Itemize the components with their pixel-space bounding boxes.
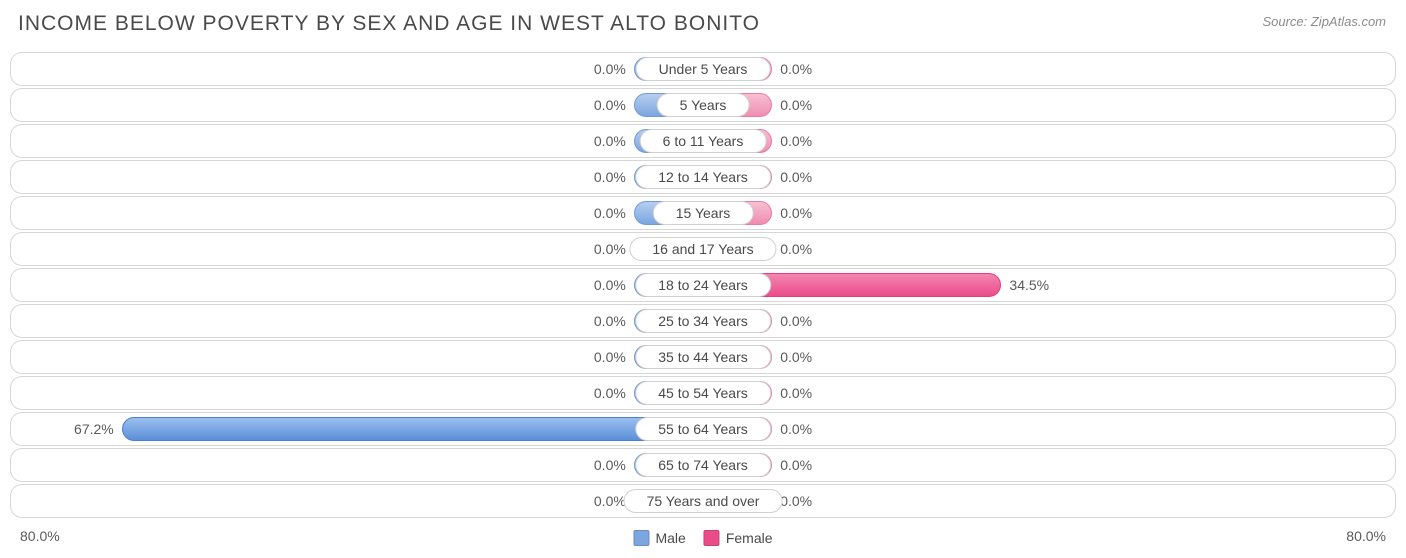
male-bar: [122, 417, 703, 441]
male-value-label: 0.0%: [594, 349, 626, 365]
male-value-label: 0.0%: [594, 205, 626, 221]
category-label: 16 and 17 Years: [629, 237, 776, 261]
chart-row: 0.0% 0.0% 65 to 74 Years: [10, 448, 1396, 482]
legend-label-female: Female: [726, 530, 773, 546]
chart-row: 0.0% 0.0% Under 5 Years: [10, 52, 1396, 86]
category-label: 12 to 14 Years: [635, 165, 771, 189]
female-value-label: 34.5%: [1009, 277, 1049, 293]
male-value-label: 0.0%: [594, 61, 626, 77]
chart-row: 0.0% 34.5% 18 to 24 Years: [10, 268, 1396, 302]
female-value-label: 0.0%: [780, 97, 812, 113]
legend-item-male: Male: [633, 530, 685, 546]
chart-row: 0.0% 0.0%16 and 17 Years: [10, 232, 1396, 266]
source-attribution: Source: ZipAtlas.com: [1262, 14, 1386, 29]
female-value-label: 0.0%: [780, 133, 812, 149]
female-value-label: 0.0%: [780, 169, 812, 185]
chart-row: 0.0% 0.0% 15 Years: [10, 196, 1396, 230]
male-value-label: 67.2%: [74, 421, 114, 437]
male-value-label: 0.0%: [594, 169, 626, 185]
chart-row: 0.0% 0.0% 12 to 14 Years: [10, 160, 1396, 194]
female-value-label: 0.0%: [780, 205, 812, 221]
female-value-label: 0.0%: [780, 241, 812, 257]
chart-title: INCOME BELOW POVERTY BY SEX AND AGE IN W…: [0, 0, 1406, 36]
legend: Male Female: [633, 530, 772, 546]
male-value-label: 0.0%: [594, 385, 626, 401]
legend-label-male: Male: [655, 530, 685, 546]
chart-row: 0.0% 0.0% 35 to 44 Years: [10, 340, 1396, 374]
category-label: 18 to 24 Years: [635, 273, 771, 297]
male-value-label: 0.0%: [594, 457, 626, 473]
chart-area: 0.0%0.0%Under 5 Years0.0%0.0%5 Years0.0%…: [10, 52, 1396, 520]
category-label: 25 to 34 Years: [635, 309, 771, 333]
female-value-label: 0.0%: [780, 493, 812, 509]
category-label: 5 Years: [657, 93, 750, 117]
axis-label-left: 80.0%: [20, 528, 60, 544]
category-label: Under 5 Years: [636, 57, 771, 81]
legend-item-female: Female: [704, 530, 773, 546]
male-value-label: 0.0%: [594, 277, 626, 293]
female-value-label: 0.0%: [780, 421, 812, 437]
female-value-label: 0.0%: [780, 349, 812, 365]
female-value-label: 0.0%: [780, 457, 812, 473]
category-label: 6 to 11 Years: [640, 129, 767, 153]
female-value-label: 0.0%: [780, 385, 812, 401]
category-label: 65 to 74 Years: [635, 453, 771, 477]
category-label: 45 to 54 Years: [635, 381, 771, 405]
female-value-label: 0.0%: [780, 61, 812, 77]
male-value-label: 0.0%: [594, 493, 626, 509]
category-label: 75 Years and over: [624, 489, 783, 513]
female-value-label: 0.0%: [780, 313, 812, 329]
chart-row: 0.0% 0.0% 5 Years: [10, 88, 1396, 122]
male-value-label: 0.0%: [594, 241, 626, 257]
category-label: 35 to 44 Years: [635, 345, 771, 369]
legend-swatch-male: [633, 530, 649, 546]
chart-row: 0.0% 0.0% 45 to 54 Years: [10, 376, 1396, 410]
category-label: 15 Years: [653, 201, 754, 225]
chart-row: 0.0% 0.0% 25 to 34 Years: [10, 304, 1396, 338]
legend-swatch-female: [704, 530, 720, 546]
chart-row: 67.2% 0.0% 55 to 64 Years: [10, 412, 1396, 446]
male-value-label: 0.0%: [594, 313, 626, 329]
axis-label-right: 80.0%: [1346, 528, 1386, 544]
chart-row: 0.0% 0.0%75 Years and over: [10, 484, 1396, 518]
chart-row: 0.0% 0.0% 6 to 11 Years: [10, 124, 1396, 158]
male-value-label: 0.0%: [594, 133, 626, 149]
category-label: 55 to 64 Years: [635, 417, 771, 441]
male-value-label: 0.0%: [594, 97, 626, 113]
